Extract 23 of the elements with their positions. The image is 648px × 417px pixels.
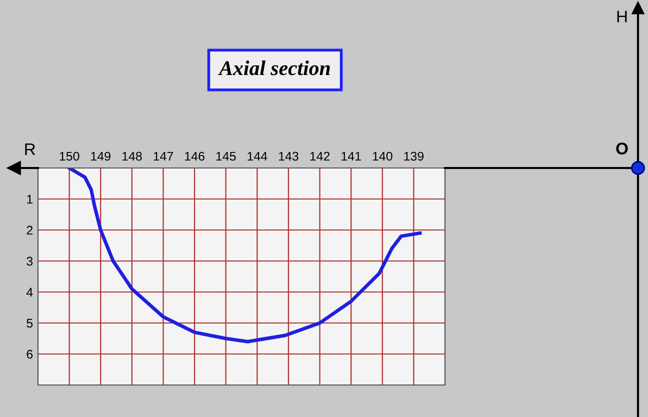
- x-tick-label: 140: [372, 152, 392, 161]
- y-tick-label: 1: [27, 194, 33, 204]
- y-tick-label: 6: [26, 350, 33, 359]
- x-tick-label: 141: [342, 152, 361, 161]
- y-tick-label: 4: [26, 288, 33, 297]
- x-tick-label: 139: [404, 152, 424, 161]
- y-tick-label: 2: [26, 226, 33, 235]
- y-tick-label: 3: [26, 256, 33, 266]
- x-tick-label: 147: [154, 152, 174, 161]
- text: O: [616, 142, 628, 154]
- line-series: [68, 168, 422, 344]
- text: H: [617, 10, 627, 22]
- x-tick-label: 146: [185, 152, 204, 161]
- x-tick-label: 150: [60, 152, 80, 161]
- chart-title: Axial section: [218, 60, 330, 76]
- x-tick-label: 143: [278, 152, 298, 161]
- y-tick-label: 5: [26, 318, 33, 328]
- x-tick-label: 145: [216, 152, 236, 161]
- x-tick-label: 149: [91, 152, 110, 161]
- x-tick-label: 148: [122, 152, 142, 161]
- x-axis-title: R: [25, 144, 36, 155]
- x-tick-label: 144: [248, 152, 268, 161]
- x-tick-label: 142: [310, 152, 330, 161]
